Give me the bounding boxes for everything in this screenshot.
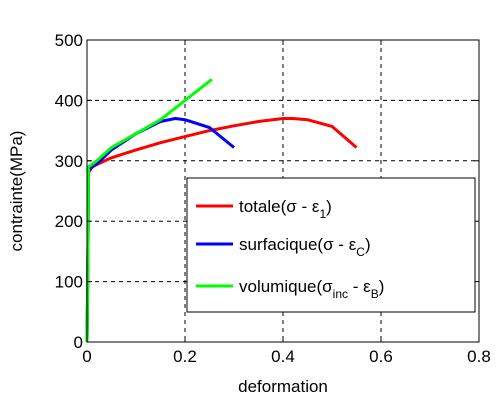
legend-volumique-sub2: B <box>371 287 379 301</box>
legend-volumique-main: volumique(σ <box>239 277 333 296</box>
legend-box <box>186 177 476 313</box>
legend-volumique-mid: - ε <box>348 277 371 296</box>
legend-totale-tail: ) <box>326 197 332 216</box>
x-tick-label: 0.6 <box>369 347 393 366</box>
ticks: 0 0.2 0.4 0.6 0.8 0 100 200 300 400 500 <box>55 31 491 366</box>
legend-entry-volumique: volumique(σinc - εB) <box>239 277 384 301</box>
legend-volumique-tail: ) <box>379 277 385 296</box>
series-lines <box>85 78 358 343</box>
legend: totale(σ - ε1) surfacique(σ - εC) volumi… <box>186 177 476 313</box>
y-axis-label: contrainte(MPa) <box>7 131 26 252</box>
legend-entry-surfacique: surfacique(σ - εC) <box>239 235 371 259</box>
y-tick-label: 200 <box>55 212 83 231</box>
legend-totale-main: totale(σ - ε <box>239 197 320 216</box>
x-tick-label: 0 <box>82 347 91 366</box>
x-axis-label: deformation <box>238 377 328 396</box>
y-tick-label: 500 <box>55 31 83 50</box>
x-tick-label: 0.2 <box>173 347 197 366</box>
y-tick-label: 300 <box>55 152 83 171</box>
legend-totale-sub: 1 <box>319 207 326 221</box>
y-tick-label: 0 <box>74 333 83 352</box>
legend-entry-totale: totale(σ - ε1) <box>239 197 332 221</box>
legend-volumique-sub: inc <box>333 287 348 301</box>
y-tick-label: 400 <box>55 91 83 110</box>
x-tick-label: 0.4 <box>271 347 295 366</box>
legend-surfacique-sub: C <box>356 245 365 259</box>
y-tick-label: 100 <box>55 273 83 292</box>
legend-surfacique-tail: ) <box>365 235 371 254</box>
series-line-volumique <box>85 78 213 343</box>
legend-surfacique-main: surfacique(σ - ε <box>239 235 357 254</box>
x-tick-label: 0.8 <box>467 347 491 366</box>
